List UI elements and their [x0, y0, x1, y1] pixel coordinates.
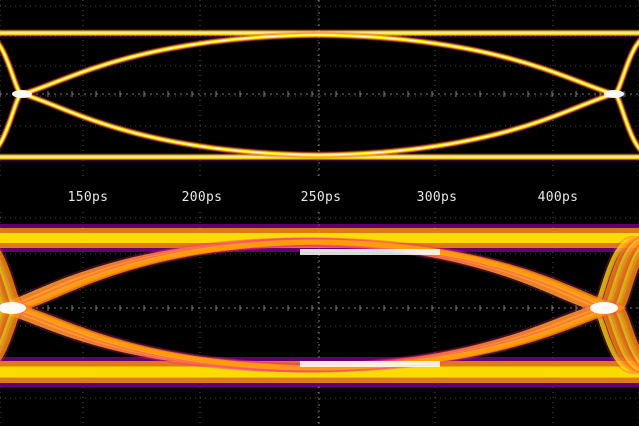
crossover-point — [590, 302, 618, 314]
tick-label-150ps: 150ps — [67, 190, 109, 205]
jitter-trace-halo — [0, 239, 639, 373]
crossover-point — [0, 302, 26, 314]
jitter-trace — [0, 239, 635, 373]
jitter-trace-halo — [0, 237, 636, 375]
logic-high-band-hot — [0, 233, 639, 243]
tick-label-300ps: 300ps — [416, 190, 458, 205]
jitter-trace — [0, 237, 635, 371]
jitter-trace — [0, 249, 639, 371]
jitter-trace-halo — [0, 243, 639, 373]
crossover-point — [604, 90, 624, 98]
bottom-eye-diagram-panel — [0, 212, 639, 426]
top-eye-diagram-panel — [0, 0, 639, 178]
top-eye-diagram — [0, 0, 639, 178]
crossover-point — [12, 90, 32, 98]
jitter-trace-halo — [0, 235, 639, 373]
tick-label-200ps: 200ps — [181, 190, 223, 205]
jitter-trace — [0, 247, 639, 371]
eye-traces-bottom — [0, 224, 639, 387]
jitter-trace — [0, 238, 639, 371]
jitter-trace-halo — [0, 235, 636, 373]
tick-label-250ps: 250ps — [300, 190, 342, 205]
eye-upper-hot-stripe — [300, 249, 440, 255]
jitter-trace — [0, 242, 639, 371]
time-axis — [0, 178, 639, 212]
jitter-trace — [0, 237, 639, 371]
jitter-trace-halo — [0, 246, 639, 373]
eye-lower-hot-stripe — [300, 361, 440, 367]
tick-label-400ps: 400ps — [537, 190, 579, 205]
graticule — [0, 0, 639, 178]
bottom-eye-diagram — [0, 212, 639, 426]
jitter-trace-halo — [0, 236, 639, 373]
eye-traces-top — [0, 29, 639, 161]
logic-low-band-hot — [0, 366, 639, 378]
